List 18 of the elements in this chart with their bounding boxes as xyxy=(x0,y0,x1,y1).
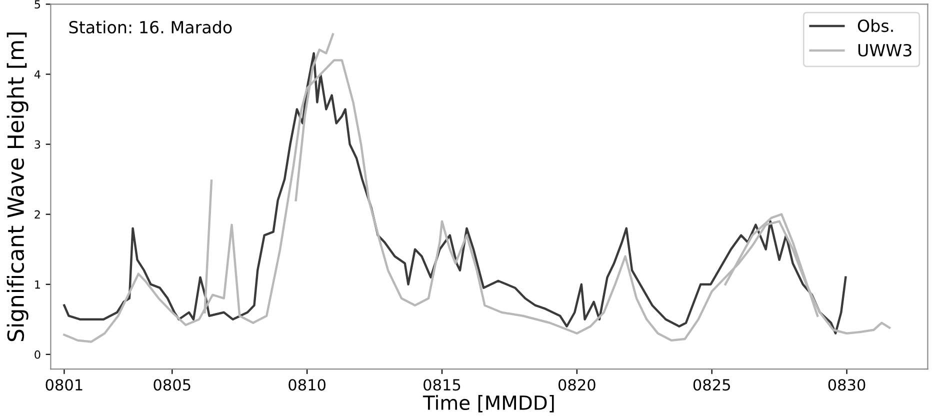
annotation: Station: 16. Marado xyxy=(69,20,232,34)
y-axis-title: Significant Wave Height [m] xyxy=(6,32,28,342)
x-tick-label: 0825 xyxy=(693,379,730,391)
y-tick-label: 5 xyxy=(34,0,40,9)
legend-label: Obs. xyxy=(858,19,893,32)
y-tick-label: 1 xyxy=(35,280,40,289)
y-tick-label: 0 xyxy=(34,350,40,359)
x-axis-title: Time [MMDD] xyxy=(422,394,554,412)
y-tick-label: 4 xyxy=(34,70,40,78)
x-tick-label: 0801 xyxy=(46,379,82,391)
y-tick-label: 2 xyxy=(34,210,40,219)
x-tick-label: 0810 xyxy=(288,379,326,391)
y-tick-label: 3 xyxy=(34,140,40,149)
x-tick-label: 0815 xyxy=(424,379,460,391)
x-tick-label: 0830 xyxy=(828,379,866,391)
x-tick-label: 0820 xyxy=(558,379,596,391)
x-tick-label: 0805 xyxy=(154,379,190,391)
legend-label: UWW3 xyxy=(858,44,912,57)
